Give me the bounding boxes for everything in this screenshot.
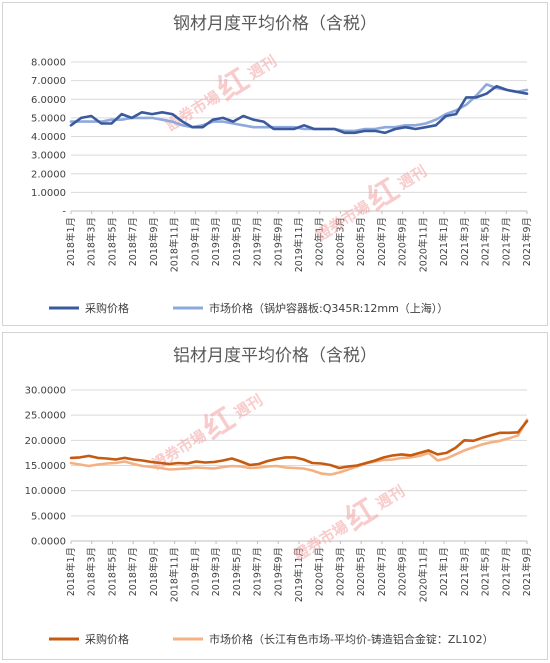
alum-xtick-label: 2021年1月	[438, 547, 450, 596]
alum-ytick-label: 20.0000	[25, 436, 66, 447]
alum-xtick-label: 2019年11月	[293, 547, 305, 602]
alum-xtick-label: 2018年11月	[169, 547, 181, 602]
alum-xtick-label: 2021年3月	[459, 547, 471, 596]
steel-ytick-label: 6.0000	[31, 95, 66, 106]
alum-xtick-label: 2018年5月	[106, 547, 118, 596]
alum-watermark-text-1: 證券市場	[149, 426, 209, 473]
alum-xtick-label: 2020年7月	[376, 547, 388, 596]
alum-legend-label-1: 市场价格（长江有色市场-平均价-铸造铝合金锭：ZL102）	[209, 632, 494, 646]
alum-ytick-label: 30.0000	[25, 386, 66, 397]
alum-xtick-label: 2019年1月	[189, 547, 201, 596]
steel-xtick-label: 2020年3月	[334, 217, 346, 266]
alum-xtick-label: 2020年3月	[334, 547, 346, 596]
steel-legend-label-0: 采购价格	[85, 301, 129, 315]
steel-xtick-label: 2018年5月	[106, 217, 118, 266]
steel-price-chart: 钢材月度平均价格（含税） - 1.0000 2.0000 3.0000 4.0000 5.0…	[31, 14, 533, 315]
alum-watermark-text-3: 週刊	[231, 391, 266, 422]
alum-xtick-label: 2018年7月	[127, 547, 139, 596]
alum-xtick-label: 2021年9月	[521, 547, 533, 596]
steel-ytick-label: 7.0000	[31, 76, 66, 87]
alum-xtick-label: 2019年5月	[231, 547, 243, 596]
alum-xtick-label: 2019年3月	[210, 547, 222, 596]
steel-xtick-label: 2018年9月	[148, 217, 160, 266]
steel-xtick-label: 2020年9月	[397, 217, 409, 266]
steel-ytick-label: 3.0000	[31, 151, 66, 162]
alum-xtick-label: 2021年7月	[500, 547, 512, 596]
alum-xtick-label: 2019年9月	[272, 547, 284, 596]
steel-xtick-label: 2019年5月	[231, 217, 243, 266]
steel-ytick-label: 5.0000	[31, 113, 66, 124]
steel-chart-panel: 钢材月度平均价格（含税） - 1.0000 2.0000 3.0000 4.0000 5.0…	[2, 2, 548, 326]
steel-ytick-label: -	[62, 207, 66, 218]
alum-title: 铝材月度平均价格（含税）	[173, 346, 377, 366]
steel-ytick-label: 1.0000	[31, 188, 66, 199]
alum-watermark-text-3: 週刊	[373, 482, 408, 513]
alum-xtick-label: 2019年7月	[252, 547, 264, 596]
steel-xtick-label: 2018年3月	[86, 217, 98, 266]
alum-ytick-label: 10.0000	[25, 486, 66, 497]
steel-xtick-label: 2018年1月	[65, 217, 77, 266]
steel-xtick-label: 2020年5月	[355, 217, 367, 266]
steel-series-line-purchase	[69, 84, 529, 135]
steel-ytick-label: 8.0000	[31, 58, 66, 69]
steel-xtick-label: 2021年9月	[521, 217, 533, 266]
steel-ytick-label: 4.0000	[31, 132, 66, 143]
alum-xtick-label: 2018年9月	[148, 547, 160, 596]
alum-xtick-label: 2021年5月	[480, 547, 492, 596]
alum-ytick-label: 15.0000	[25, 461, 66, 472]
aluminum-chart-panel: 铝材月度平均价格（含税） 0.0000 5.0000 10.0000 15.0000 20…	[2, 332, 548, 660]
steel-ytick-label: 2.0000	[31, 169, 66, 180]
alum-xtick-label: 2020年11月	[417, 547, 429, 602]
steel-xtick-label: 2019年9月	[272, 217, 284, 266]
steel-xtick-label: 2021年1月	[438, 217, 450, 266]
steel-xtick-label: 2019年1月	[189, 217, 201, 266]
steel-watermark-text-3: 週刊	[245, 52, 280, 83]
steel-xtick-label: 2018年11月	[169, 217, 181, 272]
aluminum-price-chart: 铝材月度平均价格（含税） 0.0000 5.0000 10.0000 15.0000 20…	[25, 346, 533, 646]
alum-ytick-label: 0.0000	[31, 537, 66, 548]
steel-xtick-label: 2019年3月	[210, 217, 222, 266]
alum-xtick-label: 2020年5月	[355, 547, 367, 596]
alum-series-line-purchase	[69, 419, 529, 470]
alum-ytick-label: 25.0000	[25, 411, 66, 422]
steel-xtick-label: 2019年11月	[293, 217, 305, 272]
steel-title: 钢材月度平均价格（含税）	[173, 14, 377, 34]
steel-xtick-label: 2020年1月	[314, 217, 326, 266]
alum-series-line-market	[69, 418, 529, 476]
steel-watermark-text-3: 週刊	[395, 162, 430, 193]
alum-xtick-label: 2018年1月	[65, 547, 77, 596]
alum-ytick-label: 5.0000	[31, 511, 66, 522]
steel-xtick-label: 2020年7月	[376, 217, 388, 266]
steel-xtick-label: 2020年11月	[417, 217, 429, 272]
alum-xtick-label: 2020年9月	[397, 547, 409, 596]
steel-xtick-label: 2021年7月	[500, 217, 512, 266]
alum-xtick-label: 2018年3月	[86, 547, 98, 596]
alum-xtick-label: 2020年1月	[314, 547, 326, 596]
alum-legend-label-0: 采购价格	[85, 632, 129, 646]
steel-xtick-label: 2019年7月	[252, 217, 264, 266]
steel-legend-label-1: 市场价格（锅炉容器板:Q345R:12mm（上海））	[209, 301, 448, 315]
steel-xtick-label: 2018年7月	[127, 217, 139, 266]
steel-xtick-label: 2021年5月	[480, 217, 492, 266]
steel-xtick-label: 2021年3月	[459, 217, 471, 266]
